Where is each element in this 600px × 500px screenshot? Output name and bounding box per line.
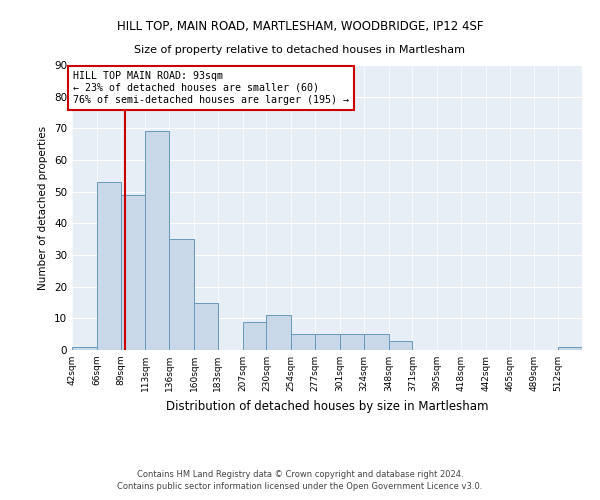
Y-axis label: Number of detached properties: Number of detached properties: [38, 126, 49, 290]
Bar: [242, 322, 266, 350]
Bar: [315, 334, 340, 350]
Bar: [97, 182, 121, 350]
X-axis label: Distribution of detached houses by size in Martlesham: Distribution of detached houses by size …: [166, 400, 488, 412]
Bar: [558, 347, 582, 350]
Text: HILL TOP, MAIN ROAD, MARTLESHAM, WOODBRIDGE, IP12 4SF: HILL TOP, MAIN ROAD, MARTLESHAM, WOODBRI…: [117, 20, 483, 33]
Bar: [121, 195, 145, 350]
Bar: [169, 239, 194, 350]
Text: Contains public sector information licensed under the Open Government Licence v3: Contains public sector information licen…: [118, 482, 482, 491]
Bar: [389, 340, 412, 350]
Bar: [266, 315, 292, 350]
Text: HILL TOP MAIN ROAD: 93sqm
← 23% of detached houses are smaller (60)
76% of semi-: HILL TOP MAIN ROAD: 93sqm ← 23% of detac…: [73, 72, 349, 104]
Text: Size of property relative to detached houses in Martlesham: Size of property relative to detached ho…: [134, 45, 466, 55]
Bar: [72, 347, 97, 350]
Bar: [364, 334, 389, 350]
Bar: [292, 334, 315, 350]
Text: Contains HM Land Registry data © Crown copyright and database right 2024.: Contains HM Land Registry data © Crown c…: [137, 470, 463, 479]
Bar: [340, 334, 364, 350]
Bar: [194, 302, 218, 350]
Bar: [145, 132, 169, 350]
